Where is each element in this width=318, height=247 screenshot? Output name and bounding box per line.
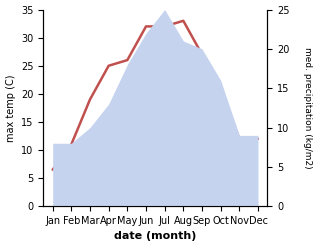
X-axis label: date (month): date (month) bbox=[114, 231, 197, 242]
Y-axis label: med. precipitation (kg/m2): med. precipitation (kg/m2) bbox=[303, 47, 313, 169]
Y-axis label: max temp (C): max temp (C) bbox=[5, 74, 16, 142]
